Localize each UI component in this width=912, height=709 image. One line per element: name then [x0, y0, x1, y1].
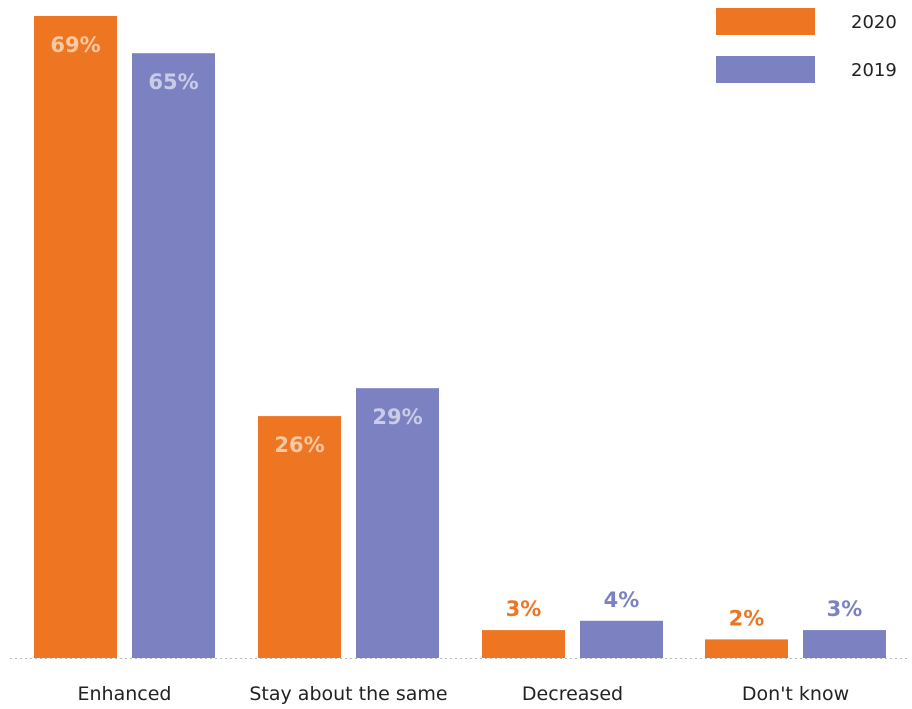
value-label-decreased-2019: 4%: [604, 588, 640, 612]
bars-layer: [34, 16, 886, 658]
legend-swatch-2019: [716, 56, 815, 83]
value-label-don-t-know-2020: 2%: [729, 606, 765, 630]
value-label-stay-about-the-same-2020: 26%: [274, 433, 324, 457]
value-label-don-t-know-2019: 3%: [827, 597, 863, 621]
bar-decreased-2020: [482, 630, 565, 658]
bar-decreased-2019: [580, 620, 663, 658]
legend-label-2020: 2020: [851, 12, 897, 33]
category-label-don-t-know: Don't know: [742, 683, 849, 705]
value-label-decreased-2020: 3%: [506, 597, 542, 621]
legend: 2020 2019: [716, 8, 897, 83]
x-axis: Enhanced Stay about the same Decreased Don'…: [10, 658, 910, 705]
category-label-stay-about-the-same: Stay about the same: [249, 683, 447, 705]
legend-swatch-2020: [716, 8, 815, 35]
value-label-enhanced-2019: 65%: [148, 70, 198, 94]
bar-don-t-know-2020: [705, 639, 788, 658]
bar-don-t-know-2019: [803, 630, 886, 658]
value-labels-layer: 69% 65% 26% 29% 3% 4% 2% 3%: [50, 33, 862, 630]
category-label-enhanced: Enhanced: [78, 683, 172, 705]
bar-stay-about-the-same-2020: [258, 416, 341, 658]
value-label-enhanced-2020: 69%: [50, 33, 100, 57]
category-label-decreased: Decreased: [522, 683, 623, 705]
bar-stay-about-the-same-2019: [356, 388, 439, 658]
value-label-stay-about-the-same-2019: 29%: [372, 405, 422, 429]
bar-enhanced-2019: [132, 53, 215, 658]
legend-label-2019: 2019: [851, 60, 897, 81]
bar-enhanced-2020: [34, 16, 117, 658]
